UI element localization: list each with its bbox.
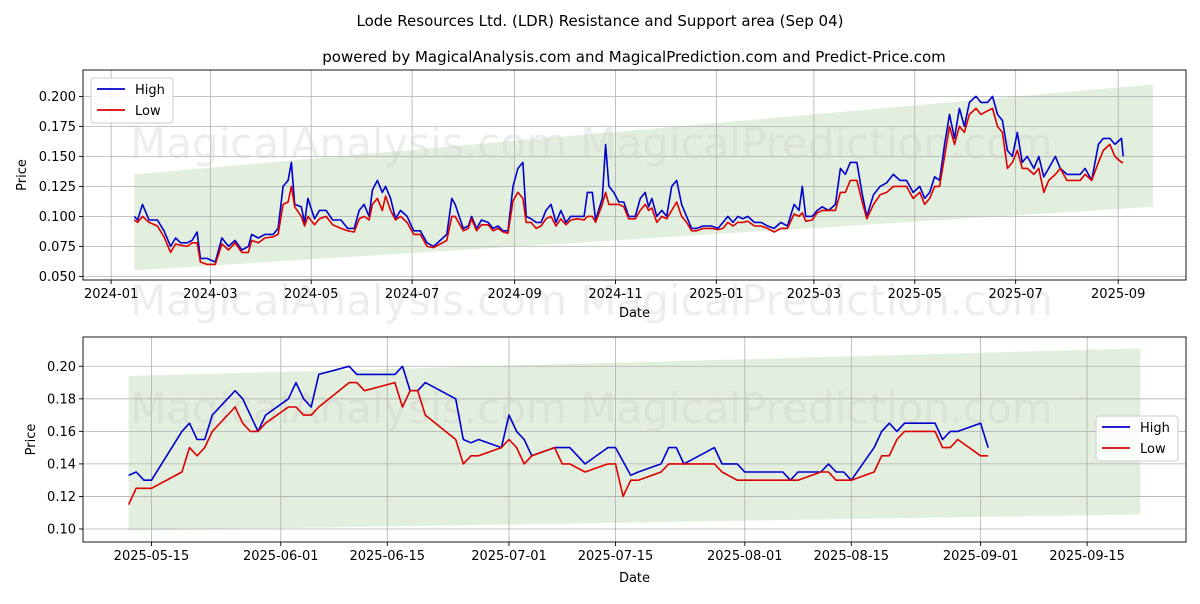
- watermark-text: MagicalAnalysis.com MagicalPrediction.co…: [130, 276, 1053, 325]
- x-tick-label: 2025-07-01: [471, 549, 547, 564]
- x-tick-label: 2025-06-15: [349, 549, 425, 564]
- support-resistance-band: [134, 84, 1153, 271]
- y-tick-label: 0.16: [47, 425, 76, 440]
- legend-label-high: High: [135, 83, 165, 98]
- y-axis-label: Price: [24, 424, 39, 456]
- x-tick-label: 2024-07: [385, 287, 439, 302]
- x-tick-label: 2025-08-01: [707, 549, 783, 564]
- x-tick-label: 2024-01: [84, 287, 138, 302]
- x-tick-label: 2025-03: [787, 287, 841, 302]
- y-tick-label: 0.100: [39, 210, 76, 225]
- series-line-low: [133, 107, 1124, 266]
- plot-full-range: MagicalAnalysis.com MagicalPrediction.co…: [15, 69, 1187, 325]
- legend-label-low: Low: [1140, 442, 1166, 457]
- x-tick-label: 2024-09: [487, 287, 541, 302]
- legend: High Low: [90, 77, 174, 124]
- x-tick-label: 2025-07-15: [578, 549, 654, 564]
- y-tick-label: 0.050: [39, 270, 76, 285]
- y-tick-label: 0.175: [39, 120, 76, 135]
- x-tick-label: 2025-05-15: [114, 549, 190, 564]
- y-tick-label: 0.150: [39, 150, 76, 165]
- y-tick-label: 0.18: [47, 392, 76, 407]
- x-tick-label: 2025-09-15: [1049, 549, 1125, 564]
- x-tick-label: 2024-03: [183, 287, 237, 302]
- legend: High Low: [1095, 415, 1179, 462]
- y-tick-label: 0.12: [47, 490, 76, 505]
- support-resistance-band: [128, 348, 1141, 531]
- x-tick-label: 2025-08-15: [814, 549, 890, 564]
- plot-zoomed: MagicalAnalysis.com MagicalPrediction.co…: [24, 336, 1187, 586]
- y-tick-label: 0.20: [47, 360, 76, 375]
- x-tick-label: 2025-05: [888, 287, 942, 302]
- legend-label-high: High: [1140, 421, 1170, 436]
- x-axis-label: Date: [619, 571, 650, 586]
- axes-frame: [82, 69, 1187, 281]
- x-tick-label: 2025-06-01: [243, 549, 319, 564]
- y-tick-label: 0.14: [47, 457, 76, 472]
- y-tick-label: 0.10: [47, 522, 76, 537]
- series-line-high: [133, 95, 1124, 263]
- x-tick-label: 2025-09: [1091, 287, 1145, 302]
- x-tick-label: 2025-01: [689, 287, 743, 302]
- x-axis-label: Date: [619, 306, 650, 321]
- legend-label-low: Low: [135, 104, 161, 119]
- y-tick-label: 0.075: [39, 240, 76, 255]
- series-line-low: [127, 381, 989, 505]
- x-tick-label: 2024-05: [284, 287, 338, 302]
- y-axis-label: Price: [15, 159, 30, 191]
- x-tick-label: 2024-11: [588, 287, 642, 302]
- axes-frame: [82, 336, 1187, 543]
- x-tick-label: 2025-07: [989, 287, 1043, 302]
- watermark-text: MagicalAnalysis.com MagicalPrediction.co…: [130, 384, 1053, 433]
- y-tick-label: 0.125: [39, 180, 76, 195]
- chart-title: Lode Resources Ltd. (LDR) Resistance and…: [357, 12, 844, 30]
- y-tick-label: 0.200: [39, 90, 76, 105]
- x-tick-label: 2025-09-01: [943, 549, 1019, 564]
- watermark-text: MagicalAnalysis.com MagicalPrediction.co…: [130, 119, 1053, 168]
- chart-subtitle: powered by MagicalAnalysis.com and Magic…: [322, 48, 946, 66]
